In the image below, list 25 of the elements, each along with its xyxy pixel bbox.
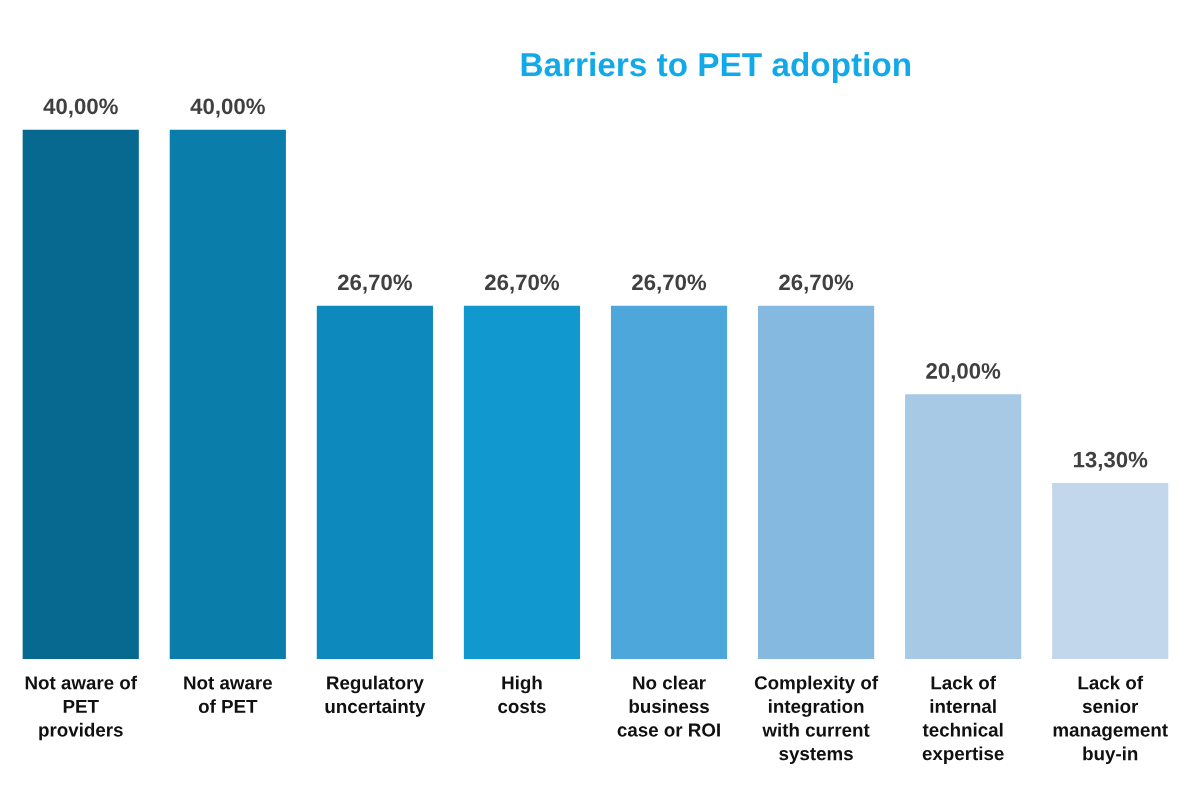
data-label: 26,70%	[779, 274, 854, 294]
data-label: 26,70%	[337, 274, 412, 294]
data-label: 40,00%	[190, 98, 265, 118]
x-tick-label: Complexity of integration with current systems	[754, 675, 879, 765]
bar	[905, 394, 1022, 660]
chart-title: Barriers to PET adoption	[521, 51, 911, 84]
data-label: 26,70%	[485, 274, 560, 294]
bar	[1052, 483, 1169, 660]
x-tick-label: No clear business case or ROI	[617, 675, 720, 737]
bar	[610, 305, 728, 660]
bar	[463, 305, 581, 660]
data-label: 26,70%	[632, 274, 707, 294]
x-tick-label: Lack of internal technical expertise	[922, 675, 1004, 764]
x-tick-label: Not aware of PET providers	[25, 675, 138, 741]
x-tick-label: Not aware of PET	[184, 676, 272, 714]
bar	[169, 129, 286, 660]
x-tick-label: Lack of senior management buy-in	[1053, 675, 1168, 765]
data-label: 40,00%	[43, 98, 118, 118]
bar	[22, 129, 139, 660]
bar	[316, 305, 433, 660]
bar	[757, 305, 875, 660]
data-label: 20,00%	[926, 363, 1001, 383]
data-label: 13,30%	[1073, 451, 1148, 471]
x-tick-label: Regulatory uncertainty	[325, 675, 426, 717]
x-tick-label: High costs	[498, 675, 546, 714]
